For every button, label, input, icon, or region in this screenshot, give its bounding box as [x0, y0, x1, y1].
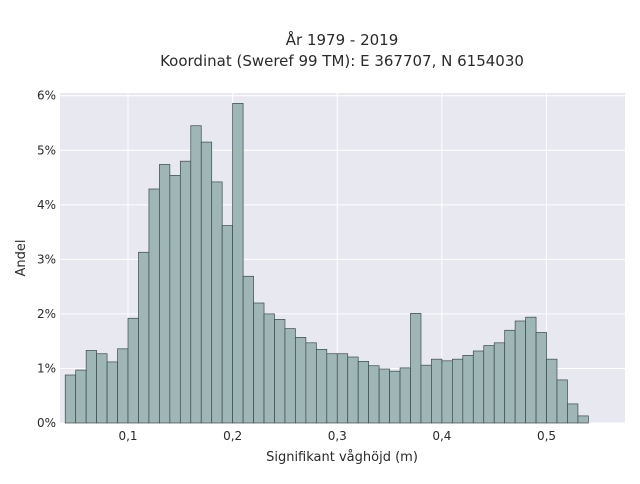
- histogram-bar: [211, 181, 223, 424]
- histogram-bar: [64, 374, 77, 424]
- histogram-bar: [242, 275, 254, 424]
- x-axis-label: Signifikant våghöjd (m): [266, 450, 418, 465]
- histogram-bar: [441, 360, 453, 424]
- histogram-bar: [493, 342, 506, 424]
- y-tick-label: 1%: [37, 361, 56, 375]
- histogram-bar: [483, 345, 495, 424]
- histogram-bar: [305, 342, 317, 424]
- histogram-bar: [75, 369, 87, 424]
- histogram-bar: [315, 349, 328, 424]
- histogram-bar: [556, 379, 568, 424]
- histogram-bar: [347, 356, 359, 424]
- histogram-bar: [389, 370, 401, 424]
- y-tick-label: 5%: [37, 143, 56, 157]
- histogram-bar: [117, 348, 129, 424]
- y-axis-label: Andel: [14, 240, 29, 277]
- histogram-bar: [85, 350, 97, 424]
- histogram-bar: [263, 313, 275, 424]
- histogram-bar: [295, 337, 307, 424]
- histogram-bars: [64, 103, 589, 424]
- y-tick-label: 0%: [37, 416, 56, 430]
- histogram-bar: [127, 317, 139, 424]
- y-tick-label: 3%: [37, 252, 56, 266]
- histogram-bar: [253, 302, 265, 424]
- x-tick-label: 0,3: [328, 429, 347, 443]
- y-tick-label: 6%: [37, 89, 56, 103]
- histogram-bar: [138, 251, 150, 424]
- histogram-bar: [567, 403, 579, 424]
- histogram-bar: [368, 365, 380, 424]
- histogram-bar: [148, 188, 160, 424]
- histogram-bar: [378, 368, 390, 424]
- x-tick-label: 0,2: [223, 429, 242, 443]
- x-tick-label: 0,5: [537, 429, 556, 443]
- y-tick-label: 4%: [37, 198, 56, 212]
- histogram-bar: [221, 225, 233, 424]
- histogram-bar: [472, 350, 485, 424]
- histogram-bar: [179, 160, 192, 424]
- histogram-bar: [232, 103, 244, 424]
- histogram-bar: [336, 353, 349, 424]
- histogram-bar: [420, 364, 432, 424]
- histogram-bar: [462, 355, 474, 424]
- x-tick-label: 0,4: [432, 429, 451, 443]
- y-axis-ticks: 0% 1% 2% 3% 4% 5% 6%: [37, 89, 56, 430]
- chart-subtitle: Koordinat (Sweref 99 TM): E 367707, N 61…: [160, 52, 524, 70]
- histogram-bar: [399, 367, 411, 424]
- histogram-bar: [106, 361, 118, 424]
- x-axis-ticks: 0,1 0,2 0,3 0,4 0,5: [118, 429, 556, 443]
- histogram-bar: [514, 320, 526, 424]
- histogram-bar: [159, 164, 171, 424]
- histogram-bar: [535, 332, 547, 424]
- histogram-bar: [546, 358, 558, 424]
- histogram-bar: [326, 353, 338, 424]
- histogram-bar: [410, 313, 422, 424]
- histogram-bar: [96, 353, 108, 424]
- chart-title: År 1979 - 2019: [286, 30, 399, 49]
- histogram-bar: [452, 358, 464, 424]
- histogram-bar: [169, 175, 181, 424]
- histogram-bar: [504, 329, 516, 424]
- histogram-bar: [431, 358, 443, 424]
- histogram-bar: [284, 328, 296, 424]
- histogram-bar: [577, 415, 589, 424]
- y-tick-label: 2%: [37, 307, 56, 321]
- histogram-bar: [357, 361, 370, 424]
- histogram-bar: [200, 141, 213, 424]
- histogram-bar: [190, 125, 202, 424]
- histogram-bar: [525, 316, 537, 424]
- x-tick-label: 0,1: [118, 429, 137, 443]
- histogram-bar: [274, 319, 286, 424]
